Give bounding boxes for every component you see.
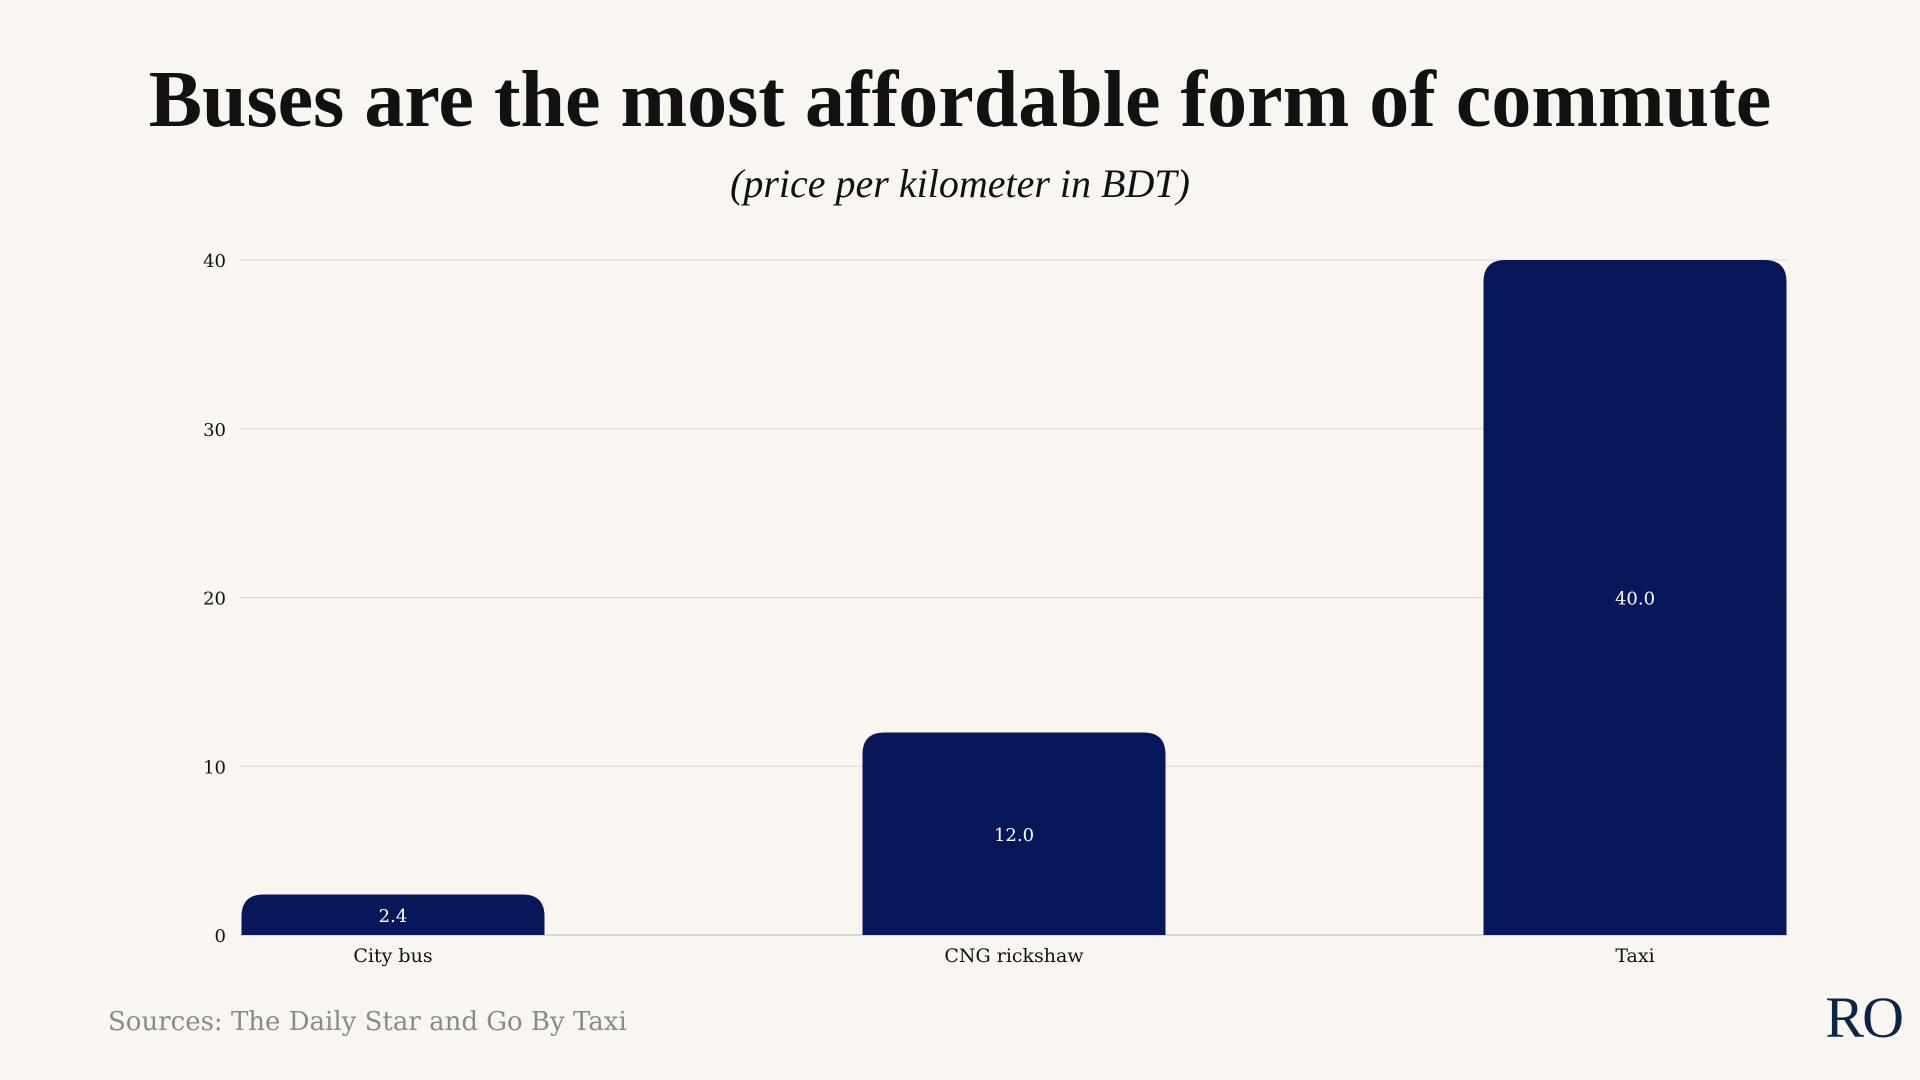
- y-tick-label: 10: [203, 757, 226, 778]
- x-tick-label: City bus: [353, 945, 432, 967]
- bar-value-label: 2.4: [379, 906, 408, 927]
- y-tick-label: 40: [203, 251, 226, 272]
- y-axis-ticks: 0 10 20 30 40: [203, 251, 226, 947]
- bars: 2.4 12.0 40.0: [241, 260, 1787, 935]
- chart-subtitle: (price per kilometer in BDT): [730, 161, 1190, 206]
- chart-title: Buses are the most affordable form of co…: [148, 56, 1772, 144]
- x-tick-label: Taxi: [1615, 945, 1654, 967]
- source-note: Sources: The Daily Star and Go By Taxi: [108, 1007, 627, 1037]
- y-tick-label: 0: [215, 926, 226, 947]
- bar-value-label: 12.0: [994, 825, 1034, 846]
- x-tick-label: CNG rickshaw: [944, 945, 1084, 967]
- bar-cng-rickshaw: [862, 732, 1166, 935]
- brand-logo: RO: [1825, 985, 1904, 1050]
- bar-value-label: 40.0: [1615, 589, 1655, 610]
- bar-taxi: [1483, 260, 1787, 935]
- y-tick-label: 30: [203, 420, 226, 441]
- y-tick-label: 20: [203, 589, 226, 610]
- bar-city-bus: [241, 894, 545, 935]
- x-axis-ticks: City bus CNG rickshaw Taxi: [353, 945, 1654, 967]
